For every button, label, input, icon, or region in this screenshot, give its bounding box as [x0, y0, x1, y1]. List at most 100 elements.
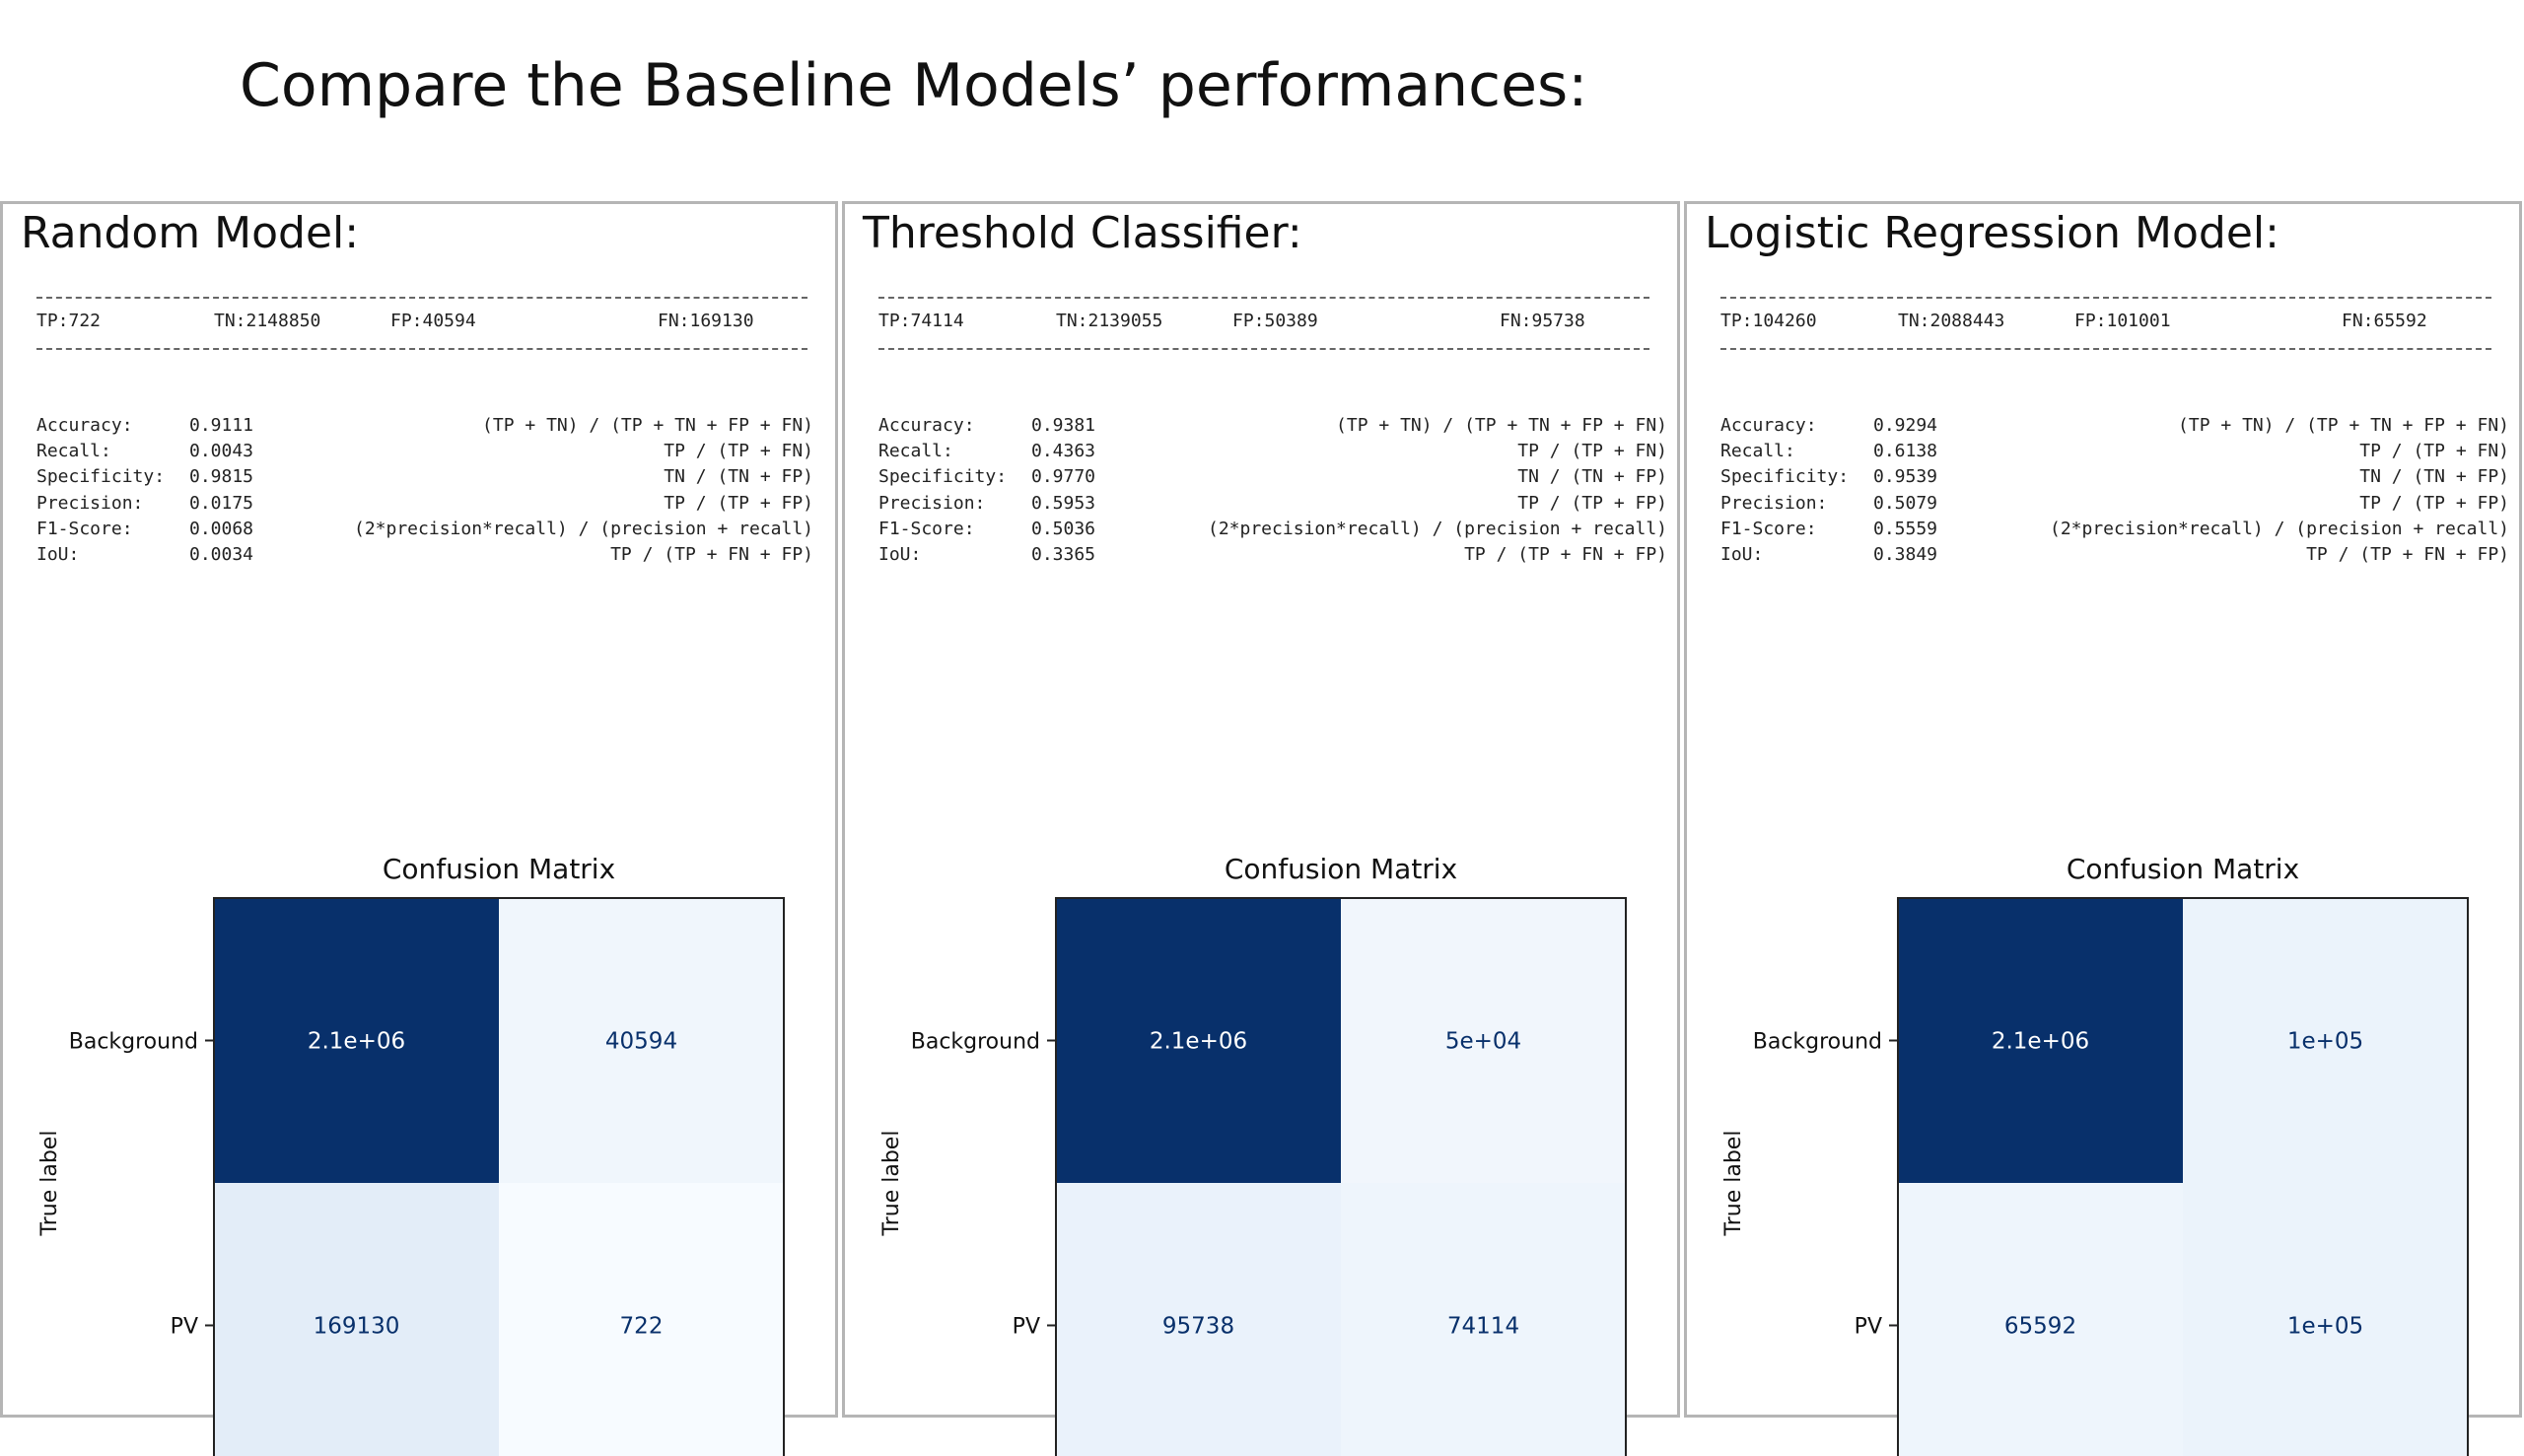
metric-name: Precision:	[36, 493, 144, 514]
metric-name: Precision:	[1720, 493, 1828, 514]
metric-value: 0.9111	[189, 415, 254, 436]
row-label: Background	[1753, 1030, 1882, 1055]
metric-value: 0.5559	[1873, 519, 1938, 539]
count: TN:2148850	[214, 311, 321, 331]
cell-label: 95738	[1162, 1314, 1234, 1340]
metric-formula: (TP + TN) / (TP + TN + FP + FN)	[482, 415, 813, 436]
metric-formula: TN / (TN + FP)	[2359, 466, 2509, 487]
metric-formula: TP / (TP + FN + FP)	[1464, 544, 1667, 565]
panel: Logistic Regression Model: TP:104260 TN:20…	[1684, 201, 2522, 1456]
metric-name: IoU:	[36, 544, 80, 565]
metric-formula: TN / (TN + FP)	[1517, 466, 1667, 487]
metric-formula: TN / (TN + FP)	[664, 466, 813, 487]
matrix-title: Confusion Matrix	[2067, 853, 2299, 885]
metric-name: F1-Score:	[1720, 519, 1817, 539]
matrix-frame	[1055, 897, 1627, 1456]
row-label: PV	[171, 1315, 198, 1340]
count: TN:2139055	[1056, 311, 1163, 331]
confusion-matrix: Confusion Matrix 2.1e+06 40594 169130 722 Bac…	[37, 853, 785, 1456]
cell-label: 1e+05	[2287, 1029, 2363, 1055]
matrix-cell	[1056, 1183, 1341, 1456]
metric-value: 0.0175	[189, 493, 254, 514]
cell-label: 74114	[1447, 1314, 1519, 1340]
cell-label: 65592	[2004, 1314, 2076, 1340]
separator	[36, 297, 807, 299]
metric-formula: TP / (TP + FN)	[2359, 441, 2509, 461]
metric-name: F1-Score:	[36, 519, 133, 539]
metric-value: 0.9381	[1031, 415, 1096, 436]
metric-name: Accuracy:	[1720, 415, 1817, 436]
metric-formula: TP / (TP + FN)	[1517, 441, 1667, 461]
metric-name: Recall:	[36, 441, 111, 461]
count: TN:2088443	[1898, 311, 2005, 331]
count: TP:74114	[878, 311, 964, 331]
separator	[1720, 348, 2491, 350]
count: FP:40594	[390, 311, 476, 331]
slide-title: Compare the Baseline Models’ performance…	[240, 51, 1588, 120]
matrix-cell	[1341, 1183, 1626, 1456]
metric-formula: (2*precision*recall) / (precision + reca…	[1208, 519, 1667, 539]
cell-label: 169130	[314, 1314, 400, 1340]
matrix-frame	[1897, 897, 2469, 1456]
metric-name: F1-Score:	[878, 519, 975, 539]
separator	[878, 297, 1649, 299]
metric-formula: (2*precision*recall) / (precision + reca…	[2050, 519, 2509, 539]
metric-formula: (TP + TN) / (TP + TN + FP + FN)	[2178, 415, 2509, 436]
metric-formula: TP / (TP + FP)	[2359, 493, 2509, 514]
count: FP:50389	[1232, 311, 1318, 331]
cell-label: 2.1e+06	[1992, 1029, 2089, 1055]
count: FN:169130	[658, 311, 754, 331]
separator	[878, 348, 1649, 350]
metric-formula: TP / (TP + FN + FP)	[610, 544, 813, 565]
matrix-cell	[2183, 898, 2468, 1183]
metric-name: Recall:	[1720, 441, 1795, 461]
matrix-title: Confusion Matrix	[1225, 853, 1457, 885]
row-label: Background	[69, 1030, 198, 1055]
metric-value: 0.0034	[189, 544, 254, 565]
row-label: PV	[1855, 1315, 1882, 1340]
metric-formula: TP / (TP + FP)	[1517, 493, 1667, 514]
metric-value: 0.9770	[1031, 466, 1096, 487]
cell-label: 40594	[605, 1029, 677, 1055]
count: TP:722	[36, 311, 102, 331]
metric-name: Specificity:	[1720, 466, 1850, 487]
metric-value: 0.0043	[189, 441, 254, 461]
metric-formula: (2*precision*recall) / (precision + reca…	[354, 519, 813, 539]
panel-title: Logistic Regression Model:	[1705, 208, 2279, 258]
metric-formula: TP / (TP + FN + FP)	[2306, 544, 2509, 565]
metric-value: 0.9294	[1873, 415, 1938, 436]
count: FN:95738	[1500, 311, 1585, 331]
metric-value: 0.4363	[1031, 441, 1096, 461]
confusion-matrix: Confusion Matrix 2.1e+06 5e+04 95738 74114 Ba…	[879, 853, 1627, 1456]
metric-value: 0.9539	[1873, 466, 1938, 487]
count: TP:104260	[1720, 311, 1817, 331]
matrix-cell	[1341, 898, 1626, 1183]
row-label: PV	[1013, 1315, 1040, 1340]
matrix-cell	[1056, 898, 1341, 1183]
cell-label: 1e+05	[2287, 1314, 2363, 1340]
panel: Random Model: TP:722 TN:2148850 FP:40594 FN:…	[0, 201, 838, 1456]
separator	[36, 348, 807, 350]
metric-value: 0.9815	[189, 466, 254, 487]
metric-value: 0.6138	[1873, 441, 1938, 461]
metric-name: IoU:	[878, 544, 922, 565]
metric-value: 0.5079	[1873, 493, 1938, 514]
page: {"header": {"title": "Compare the Baseli…	[0, 51, 2522, 1456]
matrix-cell	[214, 898, 499, 1183]
panel-title: Threshold Classifier:	[863, 208, 1302, 258]
matrix-cell	[1898, 1183, 2183, 1456]
metric-formula: TP / (TP + FP)	[664, 493, 813, 514]
matrix-cell	[214, 1183, 499, 1456]
y-axis-label: True label	[37, 1131, 62, 1237]
metric-formula: (TP + TN) / (TP + TN + FP + FN)	[1336, 415, 1667, 436]
metric-value: 0.5953	[1031, 493, 1096, 514]
cell-label: 2.1e+06	[308, 1029, 405, 1055]
metric-name: Specificity:	[36, 466, 166, 487]
matrix-cell	[499, 898, 784, 1183]
matrix-cell	[1898, 898, 2183, 1183]
metric-name: IoU:	[1720, 544, 1764, 565]
cell-label: 722	[620, 1314, 664, 1340]
matrix-frame	[213, 897, 785, 1456]
row-label: Background	[911, 1030, 1040, 1055]
metric-value: 0.3365	[1031, 544, 1096, 565]
